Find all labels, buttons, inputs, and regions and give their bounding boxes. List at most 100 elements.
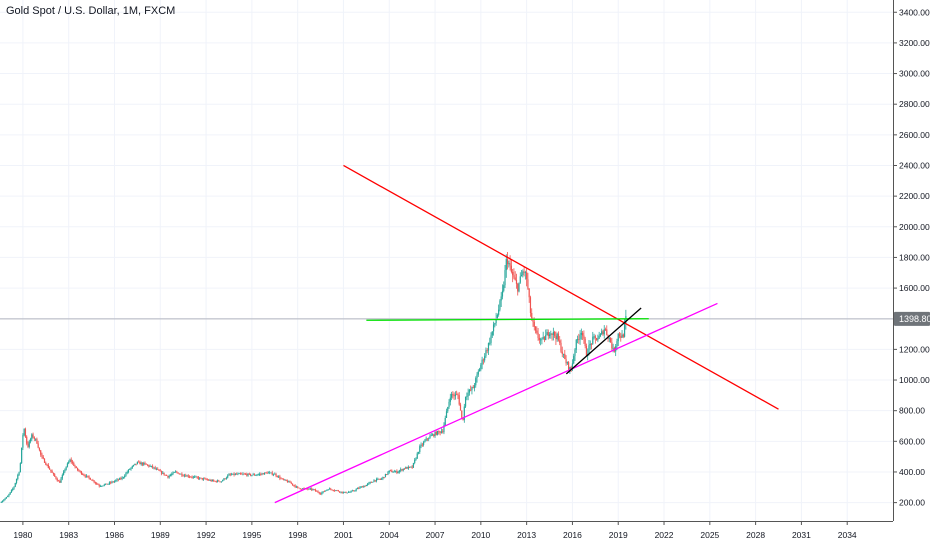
candle-body xyxy=(281,478,284,480)
candle-body xyxy=(192,476,194,478)
candle-body xyxy=(491,331,493,336)
candle-body xyxy=(402,468,404,471)
candle-body xyxy=(403,468,406,470)
candle-body xyxy=(206,479,208,481)
candle-body xyxy=(564,353,566,360)
candle-body xyxy=(510,265,512,272)
candle-body xyxy=(26,436,28,444)
candle-body xyxy=(484,356,486,361)
candle-body xyxy=(196,476,198,478)
candle-body xyxy=(214,480,216,482)
candle-body xyxy=(120,478,122,480)
trendline-layer xyxy=(274,164,779,504)
candle-body xyxy=(265,472,267,474)
symbol-title[interactable]: Gold Spot / U.S. Dollar, 1M, FXCM xyxy=(6,5,176,17)
candle-body xyxy=(326,489,328,491)
candle-body xyxy=(266,472,268,474)
time-tick-label: 2007 xyxy=(426,530,445,540)
candle-body xyxy=(392,472,394,473)
candle-body xyxy=(496,314,498,320)
candle-body xyxy=(533,321,535,327)
price-axis[interactable]: 200.00400.00600.00800.001000.001200.0014… xyxy=(893,7,930,508)
candle-body xyxy=(485,350,487,357)
candle-body xyxy=(520,274,523,277)
candle-body xyxy=(599,334,602,337)
candle-body xyxy=(131,466,133,468)
candle-body xyxy=(0,502,2,503)
trendline xyxy=(274,302,718,504)
candle-body xyxy=(297,486,299,488)
candle-body xyxy=(204,478,206,480)
candle-body xyxy=(190,476,192,478)
candle-body xyxy=(400,469,402,471)
candle-body xyxy=(288,481,290,483)
candle-body xyxy=(381,478,383,480)
candle-body xyxy=(160,471,163,474)
candle-body xyxy=(450,394,453,398)
time-tick-label: 2013 xyxy=(517,530,536,540)
candle-body xyxy=(363,485,365,488)
candle-body xyxy=(29,439,32,442)
candle-body xyxy=(70,459,72,462)
candle-body xyxy=(41,454,43,457)
candle-body xyxy=(15,478,18,483)
candle-body xyxy=(110,482,112,484)
candle-body xyxy=(389,470,392,472)
candle-body xyxy=(498,309,500,315)
candle-body xyxy=(570,367,572,370)
candle-body xyxy=(321,492,323,495)
candle-body xyxy=(574,349,576,356)
candle-body xyxy=(369,482,371,483)
candle-body xyxy=(487,343,490,351)
grid-layer xyxy=(0,0,893,521)
candle-body xyxy=(580,332,582,335)
candle-body xyxy=(230,474,233,476)
candle-body xyxy=(195,476,197,478)
candle-body xyxy=(93,480,95,483)
candle-body xyxy=(503,285,505,291)
candle-body xyxy=(603,329,605,335)
candle-body xyxy=(163,472,165,475)
candle-body xyxy=(302,488,304,490)
price-tick-label: 3200.00 xyxy=(899,38,930,48)
time-axis[interactable]: 1980 1983 1986 1989 1992 1995 1998 2001 2004 2007… xyxy=(13,521,857,540)
candle-body xyxy=(138,461,140,463)
time-tick-label: 2004 xyxy=(380,530,399,540)
candle-body xyxy=(602,331,604,335)
candle-body xyxy=(153,467,155,469)
candle-body xyxy=(74,465,76,467)
time-tick-label: 2001 xyxy=(334,530,353,540)
candle-body xyxy=(141,462,144,465)
candle-body xyxy=(555,335,557,340)
candle-body xyxy=(368,482,370,484)
candle-body xyxy=(136,461,138,465)
candle-body xyxy=(585,345,588,356)
candle-body xyxy=(551,333,553,335)
candle-body xyxy=(234,473,236,475)
candle-body xyxy=(500,296,502,301)
candle-body xyxy=(433,434,435,437)
candle-body xyxy=(19,463,21,473)
candle-body xyxy=(224,478,226,480)
candle-body xyxy=(616,341,618,347)
candle-body xyxy=(387,472,389,475)
candle-body xyxy=(182,475,184,477)
candle-body xyxy=(73,462,75,466)
candle-body xyxy=(358,488,360,489)
candle-body xyxy=(542,336,544,339)
candle-body xyxy=(174,471,177,473)
candle-body xyxy=(145,463,147,465)
time-tick-label: 2016 xyxy=(563,530,582,540)
candle-body xyxy=(604,329,607,331)
candle-body xyxy=(180,473,182,475)
candle-body xyxy=(406,467,408,469)
candle-body xyxy=(311,488,313,490)
price-tick-label: 3000.00 xyxy=(899,69,930,79)
candle-body xyxy=(395,470,397,472)
candle-body xyxy=(37,443,39,448)
candle-body xyxy=(129,469,131,470)
candle-body xyxy=(562,353,565,355)
candle-body xyxy=(121,477,123,479)
candle-body xyxy=(545,335,547,341)
